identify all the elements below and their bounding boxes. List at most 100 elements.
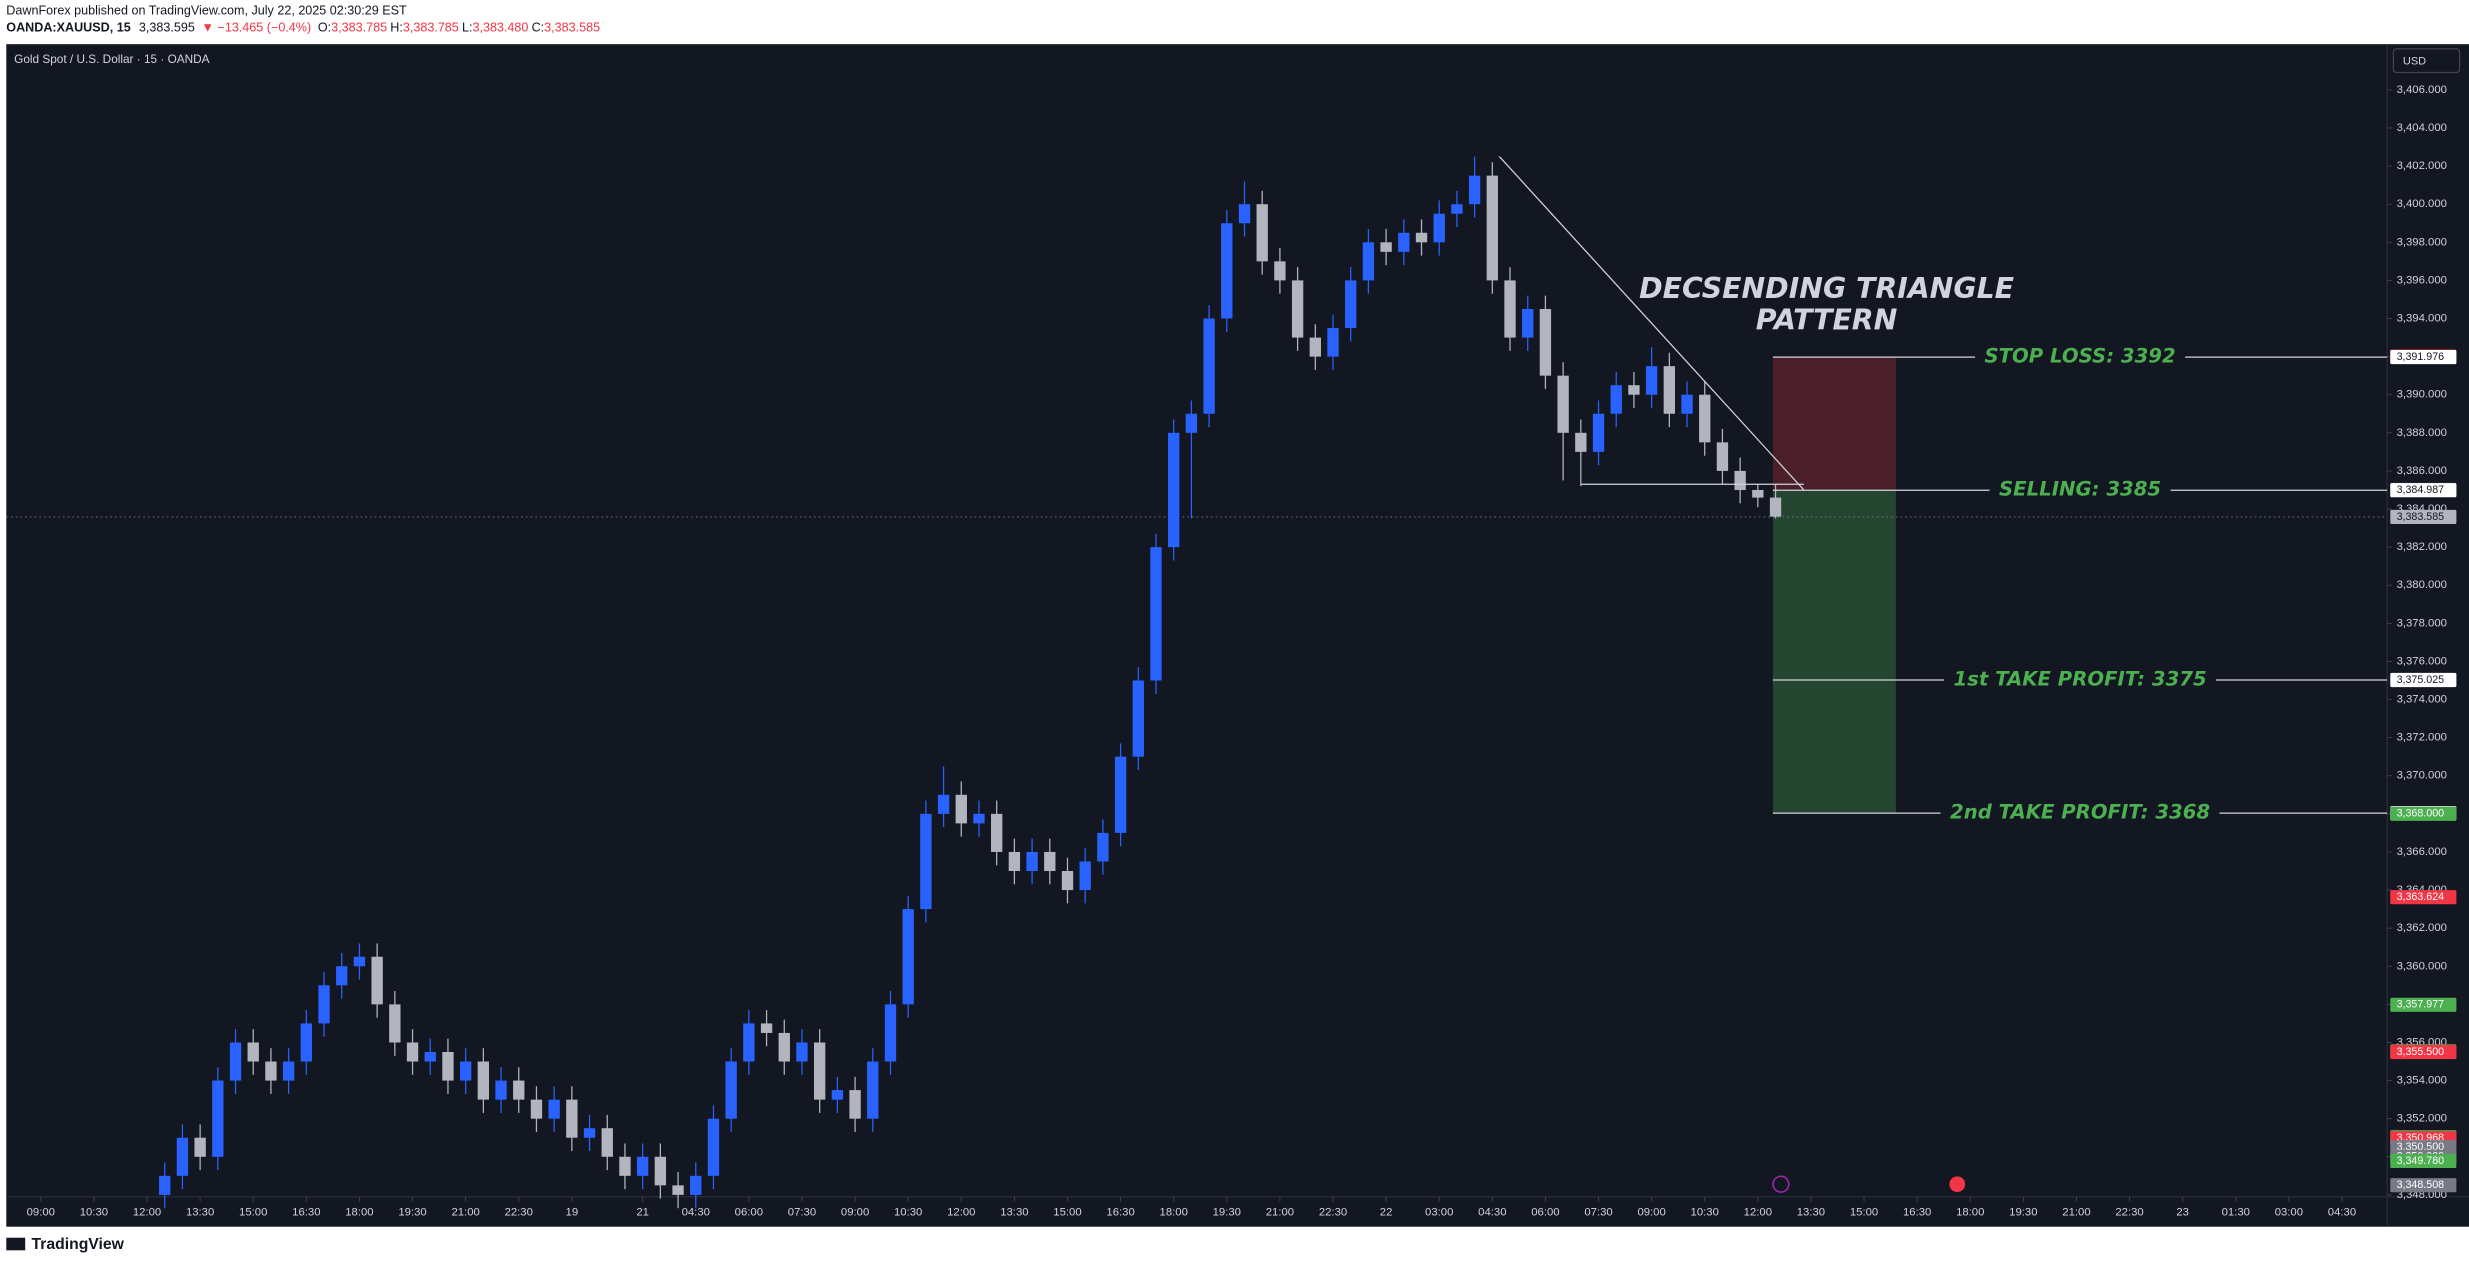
- trendline: [1498, 156, 1805, 491]
- x-tick-label: 22: [1380, 1207, 1393, 1219]
- price-tag: [2390, 509, 2457, 525]
- symbol: OANDA:XAUUSD, 15: [6, 21, 130, 35]
- level-label: STOP LOSS: 3392: [1984, 345, 2175, 368]
- candle-body: [1575, 432, 1587, 452]
- x-tick-label: 09:00: [1637, 1207, 1665, 1219]
- x-tick-label: 10:30: [1691, 1207, 1719, 1219]
- candle-body: [1256, 204, 1268, 262]
- level-label-bg: [1975, 344, 2186, 368]
- candle-body: [760, 1023, 773, 1033]
- y-tick-label: 3,406.000: [2397, 84, 2447, 96]
- candle-body: [371, 956, 383, 1005]
- x-tick-label: 21:00: [2062, 1207, 2090, 1219]
- candle-body: [1185, 413, 1198, 433]
- currency-button[interactable]: [2392, 48, 2461, 74]
- candle-body: [849, 1090, 861, 1119]
- candle-body: [619, 1156, 631, 1176]
- candle-body: [353, 956, 366, 967]
- candle-body: [1433, 213, 1445, 243]
- candle-body: [1309, 337, 1321, 357]
- candle-body: [725, 1061, 737, 1119]
- price-tag-label: 3,349.780: [2397, 1155, 2445, 1167]
- price-tag: [2390, 1153, 2457, 1169]
- pattern-label: PATTERN: [1756, 303, 1898, 336]
- x-tick-label: 13:30: [186, 1207, 214, 1219]
- price-tag-label: 3,357.977: [2397, 999, 2445, 1011]
- candle-body: [1451, 204, 1463, 214]
- x-tick-label: 19:30: [1213, 1207, 1241, 1219]
- price-tag-label: 3,383.585: [2397, 511, 2445, 523]
- candle-body: [1610, 385, 1622, 414]
- candle-body: [1380, 242, 1392, 252]
- candle-body: [1415, 232, 1428, 243]
- event-icon[interactable]: [1772, 1175, 1790, 1193]
- candle-body: [690, 1175, 702, 1195]
- candle-body: [920, 813, 932, 910]
- candle-body: [212, 1080, 224, 1157]
- candle-body: [1663, 366, 1676, 414]
- x-tick-label: 10:30: [894, 1207, 922, 1219]
- y-tick-label: 3,382.000: [2397, 541, 2447, 553]
- y-tick-label: 3,402.000: [2397, 160, 2447, 172]
- price-tag-label: 3,368.000: [2397, 808, 2445, 820]
- event-icon[interactable]: [1949, 1176, 1966, 1193]
- logo-text: TradingView: [31, 1236, 124, 1253]
- reward-zone: [1772, 489, 1896, 814]
- x-tick-label: 19:30: [398, 1207, 426, 1219]
- candle-body: [459, 1061, 472, 1081]
- candle-body: [814, 1042, 826, 1100]
- chart-pane: [6, 44, 2388, 1197]
- change: ▼ −13.465 (−0.4%): [202, 21, 312, 35]
- x-tick-label: 07:30: [788, 1207, 816, 1219]
- x-tick-label: 06:00: [735, 1207, 763, 1219]
- x-tick-label: 03:00: [1425, 1207, 1453, 1219]
- candle-body: [1061, 871, 1074, 891]
- level-label-bg: [1944, 667, 2217, 691]
- price-tag: [2390, 1178, 2457, 1193]
- candle-body: [336, 966, 348, 986]
- ohlc-key: L:: [462, 21, 473, 35]
- candle-body: [1345, 280, 1357, 329]
- candle-body: [477, 1061, 490, 1100]
- event-icons: [1772, 1175, 1966, 1193]
- currency-label[interactable]: USD: [2403, 55, 2426, 67]
- candle-body: [1044, 851, 1056, 872]
- x-tick-label: 10:30: [80, 1207, 108, 1219]
- x-tick-label: 19: [566, 1207, 579, 1219]
- candle-body: [796, 1042, 808, 1062]
- x-tick-label: 09:00: [27, 1207, 55, 1219]
- candle-body: [831, 1090, 844, 1100]
- x-tick-label: 06:00: [1531, 1207, 1559, 1219]
- candle-body: [247, 1042, 259, 1062]
- price-tag-label: 3,363.624: [2397, 891, 2445, 903]
- candle-body: [1522, 308, 1534, 338]
- candle-body: [1362, 242, 1375, 281]
- candle-body: [778, 1032, 790, 1062]
- ohlc-value: 3,383.785: [403, 21, 459, 35]
- last-price: 3,383.595: [139, 21, 195, 35]
- candle-body: [601, 1128, 613, 1157]
- price-tag: [2390, 672, 2457, 688]
- level-label: 2nd TAKE PROFIT: 3368: [1950, 801, 2210, 824]
- x-tick-label: 04:30: [682, 1207, 710, 1219]
- time-axis: [6, 1196, 2469, 1227]
- candle-body: [743, 1023, 755, 1062]
- ohlc-value: 3,383.585: [544, 21, 600, 35]
- price-tag: [2390, 349, 2457, 365]
- ohlc-value: 3,383.480: [472, 21, 528, 35]
- candle-body: [654, 1156, 667, 1186]
- candle-body: [1699, 394, 1711, 443]
- candle-body: [1592, 413, 1605, 452]
- x-tick-label: 19:30: [2009, 1207, 2037, 1219]
- candle-body: [955, 794, 967, 824]
- price-tag: [2390, 1044, 2457, 1060]
- candle-body: [530, 1099, 543, 1119]
- candle-body: [1274, 261, 1286, 281]
- candle-body: [229, 1042, 242, 1081]
- candle-body: [1398, 232, 1410, 252]
- candle-body: [1734, 470, 1746, 490]
- price-tag: [2390, 483, 2457, 498]
